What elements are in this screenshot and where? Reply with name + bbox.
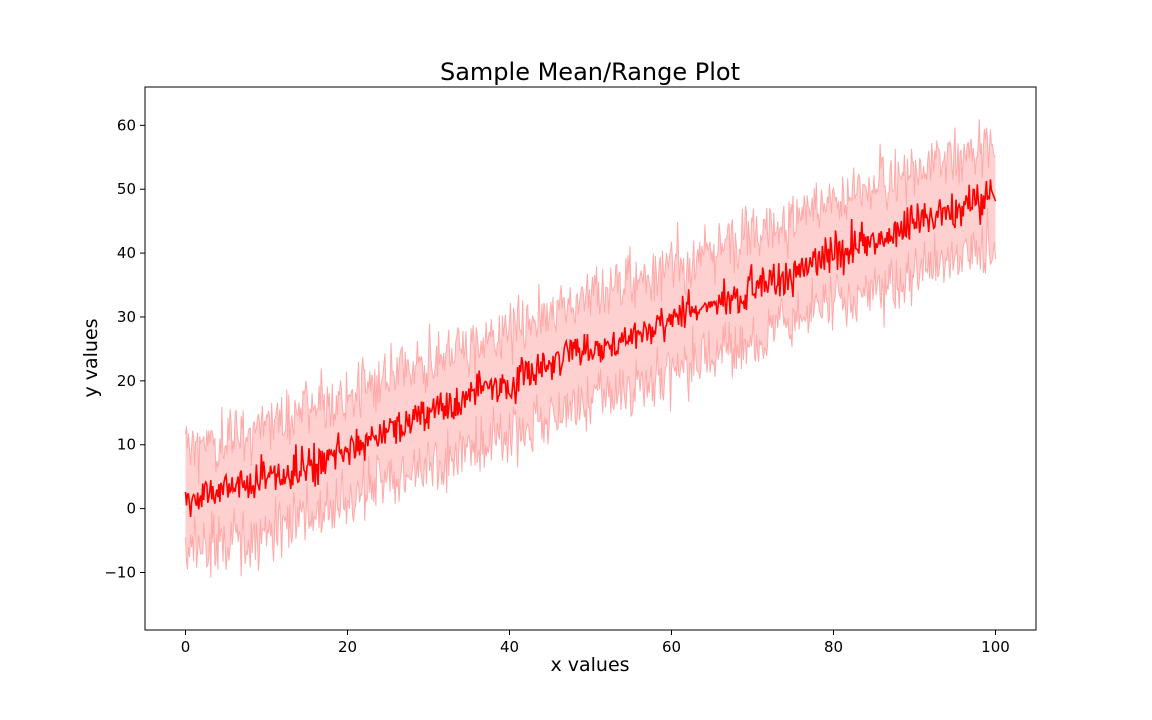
range-band [185, 119, 996, 578]
plot-frame [144, 86, 1037, 631]
plot-area [184, 119, 997, 578]
y-tick-label: 20 [117, 372, 136, 390]
y-tick-label: 40 [117, 244, 136, 262]
y-tick-label: 60 [117, 116, 136, 134]
mean-line [184, 179, 997, 518]
x-axis: 0 20 40 60 80 100 [181, 630, 1010, 656]
x-tick-label: 80 [824, 638, 843, 656]
y-tick-label: 30 [117, 308, 136, 326]
x-axis-label: x values [550, 654, 629, 676]
y-axis: −10 0 10 20 30 40 50 60 [104, 116, 145, 582]
x-tick-label: 100 [981, 638, 1010, 656]
y-tick-label: 0 [126, 500, 136, 518]
chart-title: Sample Mean/Range Plot [440, 58, 740, 86]
y-axis-label: y values [80, 318, 102, 397]
range-upper-line [185, 119, 996, 485]
y-tick-label: 10 [117, 436, 136, 454]
x-tick-label: 0 [181, 638, 191, 656]
y-tick-label: 50 [117, 180, 136, 198]
x-tick-label: 40 [500, 638, 519, 656]
x-tick-label: 20 [338, 638, 357, 656]
range-lower-line [185, 208, 996, 578]
x-tick-label: 60 [662, 638, 681, 656]
y-tick-label: −10 [104, 564, 136, 582]
